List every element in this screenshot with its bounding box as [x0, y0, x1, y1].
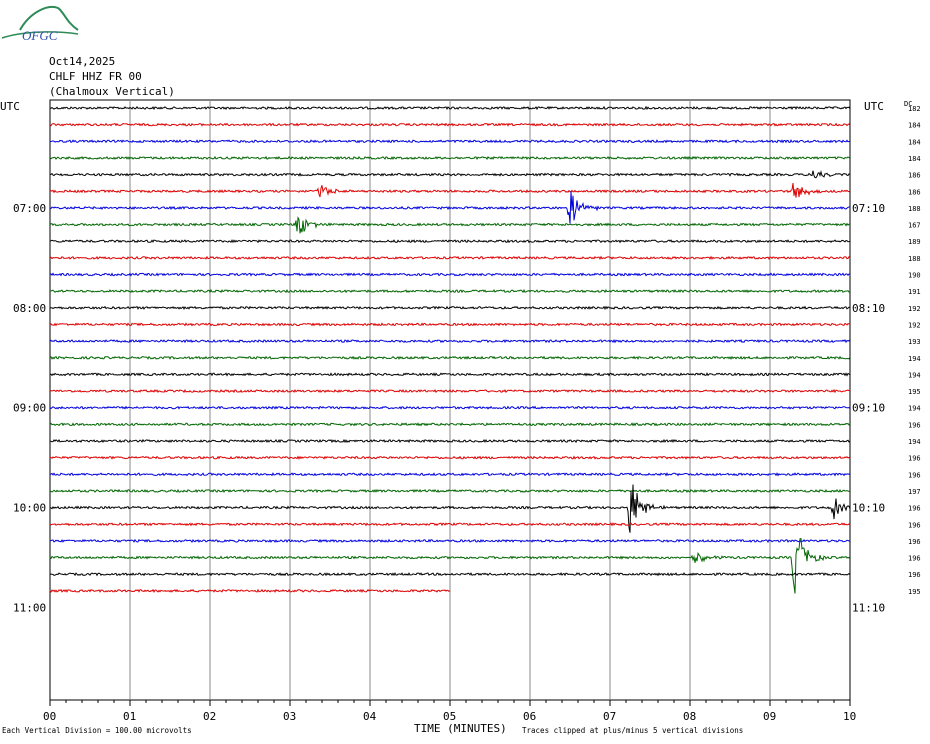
dc-offset-label: 186: [908, 172, 921, 180]
left-time-label: 09:00: [13, 402, 46, 415]
dc-offset-label: 193: [908, 338, 921, 346]
utc-label-right: UTC: [864, 100, 884, 113]
dc-offset-label: 188: [908, 205, 921, 213]
seismic-trace-24: [49, 488, 851, 494]
dc-offset-label: 188: [908, 255, 921, 263]
seismic-trace-2: [49, 122, 851, 127]
seismic-trace-4: [49, 155, 851, 161]
seismic-trace-12: [49, 288, 851, 294]
dc-offset-label: 184: [908, 122, 921, 130]
x-tick-label: 09: [763, 710, 776, 723]
x-tick-label: 07: [603, 710, 616, 723]
dc-offset-label: 195: [908, 588, 921, 596]
seismic-trace-8: [49, 216, 851, 234]
x-tick-label: 04: [363, 710, 377, 723]
x-tick-label: 06: [523, 710, 536, 723]
dc-offset-label: 167: [908, 222, 921, 230]
location-label: (Chalmoux Vertical): [49, 85, 175, 98]
x-tick-label: 08: [683, 710, 696, 723]
seismic-trace-3: [49, 139, 851, 144]
seismic-trace-23: [49, 472, 851, 477]
dc-label: DC: [904, 100, 912, 108]
labels: 00 01 02 03 04 05 06 07 08 09 10 182 184 184 184 186 186…: [13, 105, 921, 723]
x-tick-label: 01: [123, 710, 136, 723]
seismic-trace-14: [49, 322, 851, 327]
dc-offset-label: 192: [908, 321, 921, 329]
x-tick-label: 10: [843, 710, 856, 723]
footer-left-note: Each Vertical Division = 100.00 microvol…: [2, 726, 192, 735]
seismic-trace-15: [49, 338, 851, 344]
dc-offset-label: 191: [908, 288, 921, 296]
seismic-trace-29: [49, 572, 851, 577]
dc-offset-label: 196: [908, 555, 921, 563]
seismic-trace-30: [49, 588, 451, 594]
date-label: Oct14,2025: [49, 55, 116, 68]
station-label: CHLF HHZ FR 00: [49, 70, 142, 83]
dc-offset-label: 196: [908, 521, 921, 529]
dc-offset-label: 195: [908, 388, 921, 396]
x-tick-label: 02: [203, 710, 216, 723]
grid: [49, 99, 851, 706]
seismic-trace-7: [49, 191, 850, 224]
x-tick-label: 05: [443, 710, 456, 723]
x-axis-label: TIME (MINUTES): [414, 722, 507, 735]
dc-offset-label: 186: [908, 188, 921, 196]
dc-offset-label: 196: [908, 538, 921, 546]
seismic-trace-18: [49, 388, 851, 394]
seismic-trace-13: [49, 305, 851, 311]
dc-offset-label: 182: [908, 105, 921, 113]
seismic-trace-1: [49, 105, 851, 111]
logo-text: OFGC: [22, 28, 58, 43]
seismic-trace-25: [49, 484, 851, 533]
right-time-label: 09:10: [852, 402, 885, 415]
seismic-trace-21: [49, 438, 851, 444]
left-time-label: 07:00: [13, 202, 46, 215]
right-time-label: 07:10: [852, 202, 885, 215]
dc-offset-label: 184: [908, 155, 921, 163]
right-time-label: 10:10: [852, 502, 885, 515]
seismic-trace-11: [49, 272, 851, 277]
seismic-trace-27: [49, 538, 851, 543]
dc-offset-label: 196: [908, 421, 921, 429]
dc-offset-label: 196: [908, 571, 921, 579]
right-time-label: 11:10: [852, 602, 885, 615]
seismic-trace-17: [49, 372, 851, 377]
utc-label-left: UTC: [0, 100, 20, 113]
dc-offset-label: 192: [908, 305, 921, 313]
right-time-label: 08:10: [852, 302, 885, 315]
left-time-label: 11:00: [13, 602, 46, 615]
seismic-trace-10: [49, 255, 851, 260]
seismic-trace-5: [49, 170, 851, 179]
dc-offset-label: 190: [908, 272, 921, 280]
dc-offset-label: 197: [908, 488, 921, 496]
x-tick-label: 03: [283, 710, 296, 723]
dc-offset-label: 196: [908, 505, 921, 513]
dc-offset-label: 194: [908, 355, 921, 363]
dc-offset-label: 184: [908, 138, 921, 146]
dc-offset-label: 194: [908, 371, 921, 379]
seismic-trace-9: [49, 239, 851, 244]
seismic-trace-6: [49, 183, 851, 198]
dc-offset-label: 189: [908, 238, 921, 246]
dc-offset-label: 196: [908, 471, 921, 479]
seismic-trace-19: [49, 405, 851, 410]
seismic-trace-28: [49, 538, 851, 594]
footer-right-note: Traces clipped at plus/minus 5 vertical …: [522, 726, 743, 735]
ofgc-logo: OFGC: [0, 0, 80, 44]
seismic-trace-26: [49, 522, 851, 527]
seismic-trace-22: [50, 455, 851, 460]
traces: [49, 105, 851, 594]
dc-offset-label: 194: [908, 405, 921, 413]
left-time-label: 10:00: [13, 502, 46, 515]
dc-offset-label: 196: [908, 455, 921, 463]
x-tick-label: 00: [43, 710, 56, 723]
dc-offset-label: 194: [908, 438, 921, 446]
seismic-trace-20: [49, 422, 851, 427]
seismic-trace-16: [49, 355, 851, 360]
left-time-label: 08:00: [13, 302, 46, 315]
